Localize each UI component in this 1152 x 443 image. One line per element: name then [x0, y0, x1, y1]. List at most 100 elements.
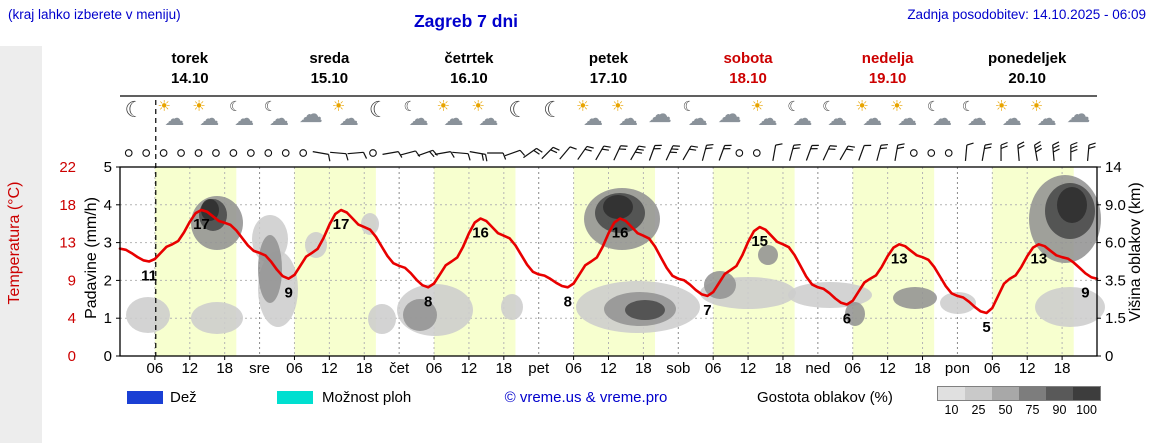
- wind-barb-tick: [620, 145, 628, 147]
- wind-barb-staff: [981, 145, 986, 161]
- cloud-blob: [258, 235, 282, 303]
- wind-barb-tick: [638, 145, 646, 148]
- wind-barb-tick: [897, 143, 905, 146]
- day-headers-row: torek 14.10 sreda 15.10 četrtek 16.10 petek 17.…: [0, 50, 1152, 94]
- x-hour-label: 06: [984, 360, 1001, 377]
- cloud-blob: [403, 299, 437, 331]
- wind-barb-icon: [981, 143, 992, 161]
- temperature-curve: [118, 208, 1099, 315]
- wind-barb-staff: [682, 145, 692, 161]
- wind-barb-tick: [811, 144, 819, 147]
- day-date: 14.10: [171, 70, 209, 87]
- wind-barb-tick: [829, 145, 837, 147]
- calm-wind-icon: [369, 149, 377, 157]
- cloud-blob: [893, 287, 937, 309]
- day-date: 16.10: [450, 70, 488, 87]
- wind-barb-staff: [559, 146, 571, 160]
- day-header-nedelja: nedelja 19.10: [818, 50, 958, 87]
- wind-barb-icon: [822, 145, 837, 161]
- wind-barb-tick: [635, 151, 643, 154]
- cloud-density-swatch-90: [1046, 387, 1073, 400]
- wind-barb-tick: [536, 147, 543, 153]
- precip-tick-label: 4: [104, 197, 112, 214]
- wind-barb-tick: [484, 154, 488, 162]
- wind-barb-tick: [984, 146, 992, 150]
- cloud-blob: [361, 213, 379, 235]
- precip-tick-label: 2: [104, 272, 112, 289]
- credit-link[interactable]: © vreme.us & vreme.pro: [504, 389, 668, 406]
- cloud-blob: [126, 297, 170, 333]
- wind-barb-tick: [1070, 141, 1078, 146]
- wind-barb-staff: [839, 145, 849, 161]
- wind-barb-tick: [828, 148, 836, 151]
- calm-wind-icon: [142, 149, 151, 157]
- wind-barb-tick: [880, 143, 888, 146]
- wind-barb-icon: [613, 145, 628, 161]
- wind-barb-icon: [1033, 141, 1043, 161]
- cloud-height-tick-label: 6.0: [1105, 235, 1126, 252]
- x-hour-label: 18: [914, 360, 931, 377]
- temp-tick-label: 4: [68, 310, 76, 327]
- wind-barb-staff: [452, 151, 469, 155]
- x-hour-label: 06: [147, 360, 164, 377]
- cloud-blob: [305, 232, 327, 258]
- wind-barb-tick: [654, 144, 662, 147]
- wind-barb-staff: [434, 151, 451, 155]
- wind-barb-tick: [481, 153, 485, 161]
- wind-barb-icon: [964, 142, 974, 162]
- wind-barb-tick: [1017, 141, 1025, 146]
- wind-barb-tick: [846, 148, 854, 151]
- wind-barb-tick: [429, 151, 435, 158]
- wind-barb-tick: [327, 154, 331, 162]
- temperature-value-label: 6: [843, 310, 851, 327]
- wind-barb-staff: [665, 145, 674, 161]
- wind-barb-icon: [382, 151, 403, 158]
- precip-tick-label: 5: [104, 159, 112, 176]
- x-hour-label: 18: [495, 360, 512, 377]
- wind-barb-icon: [559, 146, 577, 160]
- wind-barb-tick: [723, 148, 731, 150]
- wind-barb-staff: [577, 146, 588, 160]
- cloud-blob: [501, 294, 523, 320]
- wind-barb-tick: [897, 146, 905, 150]
- precip-tick-label: 3: [104, 235, 112, 252]
- x-day-abbr-label: pon: [945, 360, 970, 377]
- wind-barb-icon: [630, 145, 646, 161]
- wind-barb-staff: [876, 145, 882, 161]
- wind-barb-icon: [347, 151, 368, 159]
- cloud-density-value: 50: [998, 403, 1013, 417]
- cloud-density-value: 25: [971, 403, 986, 417]
- wind-barb-staff: [701, 145, 708, 161]
- wind-barb-tick: [533, 149, 540, 155]
- wind-barb-staff: [347, 151, 364, 155]
- wind-barb-staff: [718, 145, 726, 161]
- calm-wind-icon: [229, 149, 238, 157]
- cloud-blob: [845, 302, 865, 326]
- x-hour-label: 18: [356, 360, 373, 377]
- wind-barb-staff: [648, 145, 656, 161]
- wind-barb-staff: [1052, 144, 1055, 162]
- cloud-density-swatch-25: [965, 387, 992, 400]
- wind-barb-staff: [894, 145, 899, 161]
- calm-wind-icon: [177, 149, 185, 157]
- calm-wind-icon: [944, 149, 953, 157]
- temperature-value-label: 11: [141, 268, 157, 285]
- day-date: 18.10: [729, 70, 767, 87]
- calm-wind-icon: [212, 149, 220, 157]
- cloud-blob: [191, 302, 243, 334]
- x-hour-label: 18: [216, 360, 233, 377]
- wind-barb-icon: [839, 145, 855, 161]
- x-hour-label: 12: [1019, 360, 1036, 377]
- wind-barb-tick: [966, 142, 974, 146]
- location-menu-hint[interactable]: (kraj lahko izberete v meniju): [8, 7, 181, 22]
- wind-barb-tick: [636, 148, 644, 151]
- wind-barb-icon: [805, 144, 819, 161]
- wind-barb-tick: [1000, 141, 1008, 146]
- x-hour-label: 12: [461, 360, 478, 377]
- calm-wind-icon: [927, 149, 936, 157]
- wind-barb-staff: [595, 145, 605, 161]
- cloud-height-axis-title: Višina oblakov (km): [1127, 182, 1144, 322]
- calm-wind-icon: [264, 149, 273, 157]
- calm-wind-icon: [159, 149, 168, 157]
